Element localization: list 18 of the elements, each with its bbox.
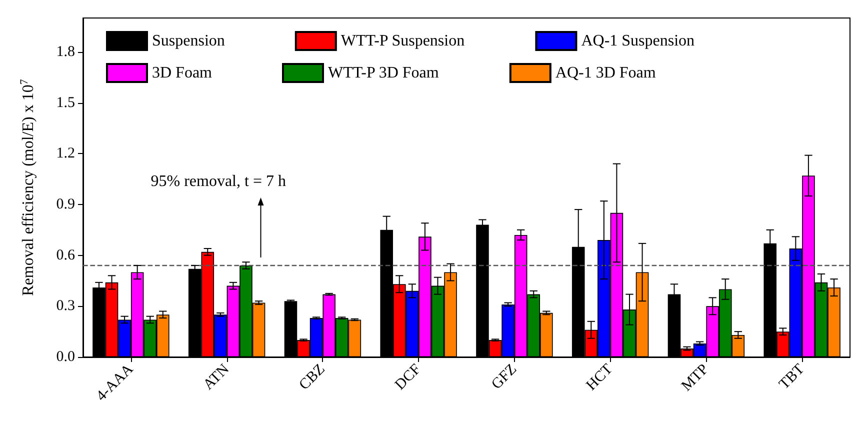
- y-axis-title: Removal efficiency (mol/E) x 107: [18, 78, 37, 296]
- y-tick-label: 0.3: [56, 298, 75, 314]
- y-tick-label: 1.5: [56, 94, 75, 111]
- x-tick-label: GFZ: [488, 361, 520, 393]
- y-tick-label: 0.6: [56, 247, 76, 264]
- legend-label: WTT-P 3D Foam: [328, 64, 440, 82]
- y-tick-label: 1.8: [56, 44, 75, 60]
- x-tick-label: CBZ: [296, 361, 328, 394]
- x-tick-label: TBT: [776, 361, 808, 393]
- legend-label: 3D Foam: [152, 64, 213, 82]
- annotation: 95% removal, t = 7 h: [150, 172, 286, 190]
- y-tick-label: 1.2: [56, 146, 75, 162]
- legend-label: AQ-1 3D Foam: [555, 64, 656, 82]
- y-tick-label: 0.0: [56, 349, 75, 365]
- legend-label: Suspension: [152, 32, 225, 50]
- legend-label: WTT-P Suspension: [340, 32, 465, 50]
- legend-label: AQ-1 Suspension: [581, 32, 695, 50]
- y-tick-label: 0.9: [56, 196, 75, 212]
